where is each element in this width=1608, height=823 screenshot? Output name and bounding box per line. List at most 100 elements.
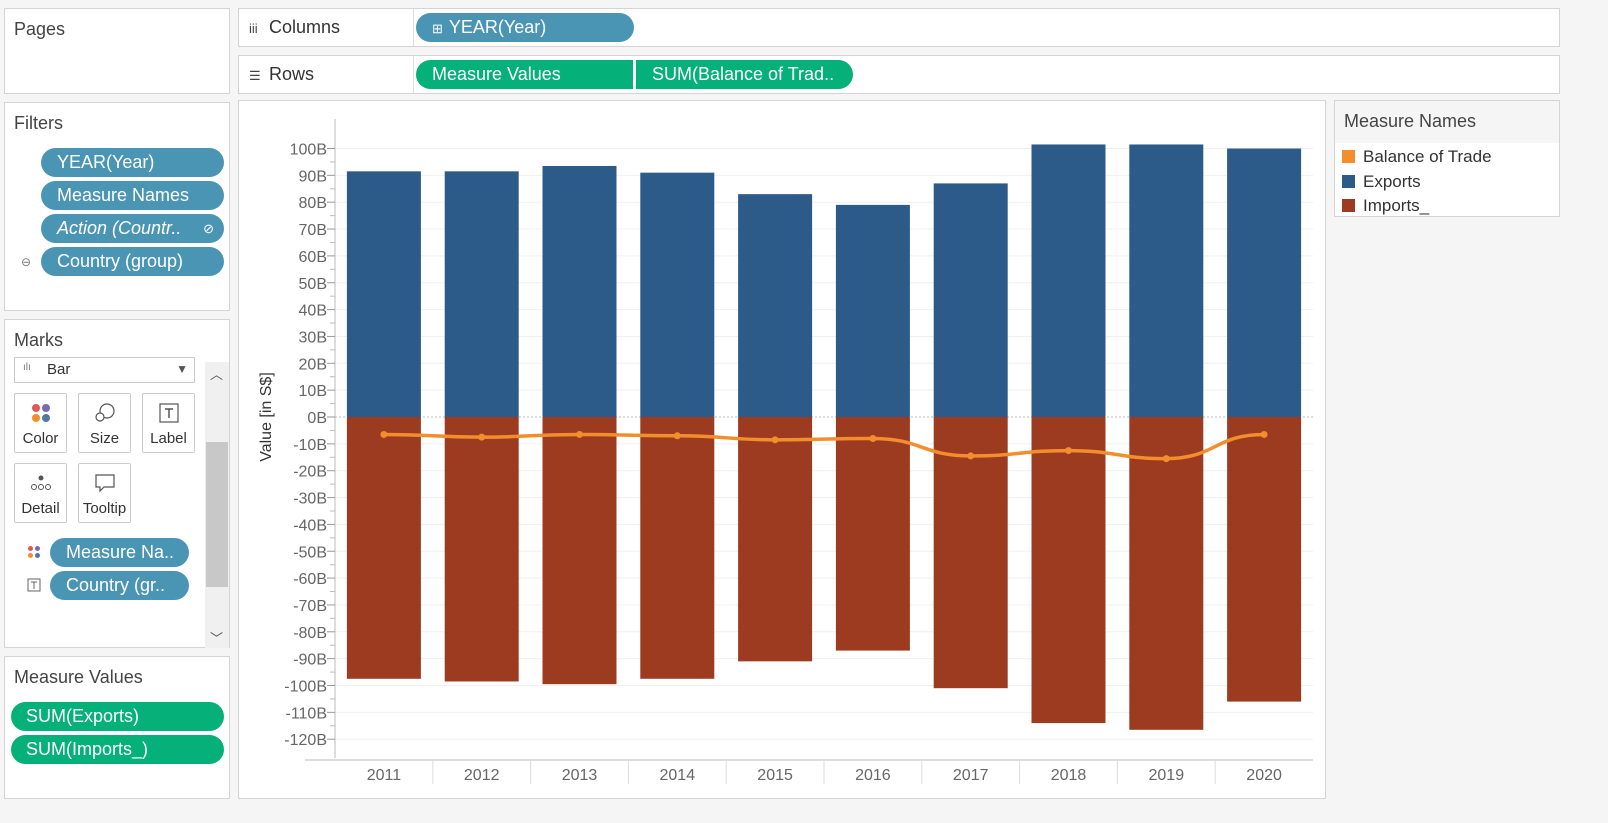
color-icon [15,402,66,430]
legend-item-exports[interactable]: Exports [1342,172,1421,192]
size-button[interactable]: Size [78,393,131,453]
marks-scrollbar[interactable]: ︿ ﹀ [205,362,229,648]
measure-values-card: Measure Values SUM(Exports) SUM(Imports_… [4,656,230,799]
y-tick-label: 100B [290,142,327,159]
exports-bar [640,172,715,417]
rows-shelf[interactable]: ☰ Rows Measure Values SUM(Balance of Trad… [238,55,1560,94]
x-tick-label: 2018 [1051,767,1087,784]
exports-bar [738,194,813,417]
x-tick-label: 2016 [855,767,891,784]
balance-of-trade-point [478,433,486,441]
balance-of-trade-point [967,452,975,460]
legend-item-balance-of-trade[interactable]: Balance of Trade [1342,147,1492,167]
pages-title: Pages [14,19,66,39]
y-tick-label: 0B [307,410,327,427]
y-tick-label: 20B [299,356,327,373]
y-tick-label: -60B [293,571,327,588]
x-tick-label: 2014 [660,767,696,784]
imports-bar [1031,417,1106,724]
imports-bar [346,417,421,679]
balance-of-trade-point [869,434,877,442]
exports-bar [1227,148,1302,417]
balance-of-trade-point [771,436,779,444]
mark-type-dropdown[interactable]: ılı Bar ▼ [14,357,195,383]
detail-button[interactable]: Detail [14,463,67,523]
y-tick-label: 50B [299,276,327,293]
rows-pill-measure-values[interactable]: Measure Values [416,60,633,89]
measure-pill-exports[interactable]: SUM(Exports) [11,702,224,731]
legend-swatch [1342,150,1355,163]
columns-shelf[interactable]: iii Columns ⊞ YEAR(Year) [238,8,1560,47]
y-tick-label: -100B [284,679,327,696]
legend-card: Measure Names Balance of Trade Exports I… [1334,100,1560,217]
tooltip-button[interactable]: Tooltip [78,463,131,523]
imports-bar [1129,417,1204,730]
y-tick-label: -40B [293,517,327,534]
scroll-thumb[interactable] [206,442,228,587]
link-icon: ⊘ [203,221,214,236]
size-icon [79,402,130,430]
filter-pill-year[interactable]: YEAR(Year) [41,148,224,177]
legend-title: Measure Names [1344,111,1477,131]
x-tick-label: 2019 [1149,767,1185,784]
y-tick-label: -110B [285,705,327,722]
text-label-icon [27,578,41,597]
balance-of-trade-line [383,432,1265,461]
color-button[interactable]: Color [14,393,67,453]
columns-pill-year[interactable]: ⊞ YEAR(Year) [416,13,634,42]
imports-bar [835,417,910,651]
filter-pill-measure-names[interactable]: Measure Names [41,181,224,210]
rows-label: ☰ Rows [249,64,315,84]
y-tick-label: 90B [299,168,327,185]
y-tick-label: 10B [299,383,327,400]
filters-title: Filters [14,113,63,133]
detail-icon [15,472,66,500]
y-tick-label: -90B [293,652,327,669]
bar-line-chart[interactable]: 100B 90B 80B 70B 60B 50B 40B 30B 20B 10B 0B -10B -20… [239,101,1325,798]
legend-item-imports[interactable]: Imports_ [1342,196,1429,216]
balance-of-trade-point [1260,430,1268,438]
y-tick-label: -70B [293,598,327,615]
imports-bar [1227,417,1302,702]
scroll-down-icon[interactable]: ﹀ [210,631,224,646]
x-tick-label: 2017 [953,767,989,784]
x-tick-label: 2015 [757,767,793,784]
y-tick-label: -120B [284,732,327,749]
exports-bar [444,171,519,417]
columns-label: iii Columns [249,17,341,37]
y-tick-label: -20B [293,464,327,481]
y-axis-title: Value [in S$] [258,372,275,462]
marks-pill-measure-names[interactable]: Measure Na.. [50,538,189,567]
bar-chart-icon: ılı [23,362,31,373]
label-icon [143,402,194,430]
marks-card: Marks ılı Bar ▼ ︿ ﹀ Color Size Label Det… [4,319,230,648]
measure-values-title: Measure Values [14,667,143,687]
y-tick-label: 70B [299,222,327,239]
balance-of-trade-point [380,430,388,438]
x-tick-label: 2011 [367,767,402,784]
filters-shelf[interactable]: Filters YEAR(Year) Measure Names Action … [4,102,230,311]
balance-of-trade-point [576,430,583,438]
measure-pill-imports[interactable]: SUM(Imports_) [11,735,224,764]
y-tick-label: 30B [299,329,327,346]
y-tick-label: -80B [293,625,327,642]
exports-bar [542,165,617,417]
legend-swatch [1342,199,1355,212]
imports-bar [738,417,813,662]
filter-pill-action[interactable]: Action (Countr.. ⊘ [41,214,224,243]
pages-shelf[interactable]: Pages [4,8,230,94]
exports-bar [1129,144,1204,417]
imports-bar [444,417,519,682]
marks-pill-country-group[interactable]: Country (gr.. [50,571,189,600]
imports-bar [542,417,617,685]
chevron-down-icon: ▼ [176,362,188,376]
x-tick-label: 2020 [1246,767,1282,784]
imports-bar [933,417,1008,689]
exports-bar [1031,144,1106,417]
filter-pill-country-group[interactable]: Country (group) [41,247,224,276]
label-button[interactable]: Label [142,393,195,453]
chart-view[interactable]: 100B 90B 80B 70B 60B 50B 40B 30B 20B 10B 0B -10B -20… [238,100,1326,799]
scroll-up-icon[interactable]: ︿ [210,367,224,382]
rows-pill-balance-of-trade[interactable]: SUM(Balance of Trad.. [636,60,853,89]
exports-bar [346,171,421,417]
